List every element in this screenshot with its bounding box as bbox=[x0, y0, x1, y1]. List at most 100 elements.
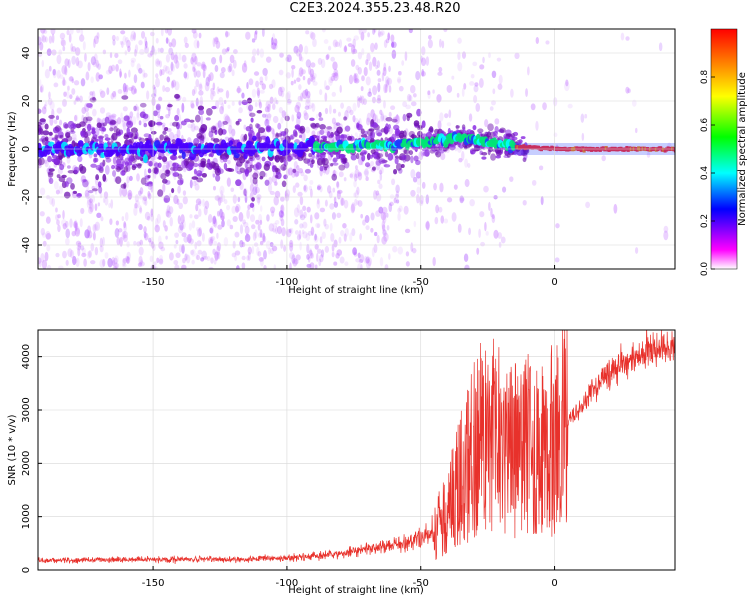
spectrogram-noise-speck bbox=[195, 226, 201, 232]
spectrogram-noise-speck bbox=[41, 106, 47, 115]
spectrogram-noise-speck bbox=[331, 243, 335, 252]
spectrogram-blob bbox=[238, 156, 246, 164]
spectrogram-noise-speck bbox=[61, 65, 67, 75]
spectrogram-noise-speck bbox=[256, 196, 261, 204]
spectrogram-noise-speck bbox=[170, 63, 176, 73]
spectrogram-noise-speck bbox=[325, 54, 329, 61]
spectrogram-noise-speck bbox=[122, 263, 127, 268]
spectrogram-noise-speck bbox=[306, 254, 310, 260]
spectrogram-noise-speck bbox=[352, 102, 357, 112]
spectrogram-noise-speck bbox=[53, 181, 59, 190]
spectrogram-noise-speck bbox=[140, 259, 144, 265]
spectrogram-noise-speck bbox=[358, 96, 363, 104]
spectrogram-noise-speck bbox=[310, 76, 316, 83]
spectrogram-noise-speck bbox=[198, 100, 204, 106]
spectrogram-noise-speck bbox=[244, 233, 251, 242]
spectrogram-noise-speck bbox=[438, 38, 442, 48]
spectrogram-noise-speck bbox=[231, 69, 235, 77]
spectrogram-noise-speck bbox=[273, 264, 277, 269]
spectrogram-noise-speck bbox=[405, 104, 411, 110]
spectrogram-blob bbox=[490, 153, 497, 161]
spectrogram-noise-speck bbox=[118, 228, 123, 233]
spectrogram-noise-speck bbox=[158, 254, 164, 264]
spectrogram-noise-speck bbox=[311, 75, 316, 81]
spectrogram-noise-speck bbox=[53, 119, 58, 124]
spectrogram-noise-speck bbox=[280, 196, 285, 202]
spectrogram-noise-speck bbox=[138, 190, 142, 196]
spectrogram-blob bbox=[477, 128, 484, 134]
spectrogram-noise-speck bbox=[115, 63, 119, 72]
spectrogram-blob bbox=[235, 179, 242, 187]
spectrogram-noise-speck bbox=[163, 64, 168, 72]
spectrogram-noise-speck bbox=[202, 64, 207, 72]
spectrogram-noise-speck bbox=[149, 255, 154, 263]
spectrogram-noise-speck bbox=[136, 106, 140, 111]
spectrogram-blob bbox=[395, 155, 399, 159]
spectrogram-noise-speck bbox=[220, 215, 225, 221]
spectrogram-noise-speck bbox=[158, 169, 165, 178]
spectrogram-noise-speck bbox=[309, 73, 314, 82]
spectrogram-noise-speck bbox=[468, 227, 471, 236]
spectrogram-blob bbox=[94, 157, 99, 163]
spectrogram-noise-speck bbox=[247, 246, 252, 255]
spectrogram-noise-speck bbox=[39, 211, 45, 217]
spectrogram-blob bbox=[162, 178, 168, 184]
spectrogram-blob bbox=[377, 153, 384, 158]
spectrogram-noise-speck bbox=[142, 195, 147, 205]
spectrogram-noise-speck bbox=[199, 95, 203, 106]
spectrogram-noise-speck bbox=[254, 186, 260, 194]
spectrogram-blob bbox=[311, 159, 315, 165]
chart-title: C2E3.2024.355.23.48.R20 bbox=[289, 1, 461, 16]
spectrogram-blob bbox=[223, 162, 228, 170]
spectrogram-core-cell bbox=[228, 140, 233, 146]
spectrogram-noise-speck bbox=[191, 89, 196, 96]
spectrogram-blob bbox=[181, 138, 186, 143]
spectrogram-noise-speck bbox=[191, 249, 196, 257]
spectrogram-noise-speck bbox=[181, 244, 185, 254]
spectrogram-blob bbox=[380, 128, 386, 133]
spectrogram-noise-speck bbox=[167, 29, 173, 36]
spectrogram-noise-speck bbox=[372, 56, 377, 67]
spectrogram-noise-speck bbox=[261, 83, 266, 90]
spectrogram-core-cell bbox=[510, 141, 517, 151]
spectrogram-blob bbox=[520, 136, 526, 140]
spectrogram-blob bbox=[235, 120, 240, 126]
spectrogram-noise-speck bbox=[257, 232, 263, 238]
spectrogram-noise-speck bbox=[126, 39, 131, 49]
spectrogram-noise-speck bbox=[122, 234, 128, 243]
spectrogram-noise-speck bbox=[299, 209, 304, 219]
spectrogram-blob bbox=[63, 191, 71, 199]
spectrogram-noise-speck bbox=[473, 85, 479, 93]
spectrogram-blob bbox=[252, 177, 258, 185]
spectrogram-noise-speck bbox=[491, 70, 497, 79]
spectrogram-noise-speck bbox=[379, 257, 384, 267]
spectrogram-noise-speck bbox=[84, 179, 90, 186]
spectrogram-noise-speck bbox=[288, 252, 295, 259]
spectrogram-noise-speck bbox=[44, 251, 49, 262]
spectrogram-noise-speck bbox=[279, 52, 284, 58]
spectrogram-blob bbox=[321, 157, 326, 166]
spectrogram-noise-speck bbox=[69, 249, 75, 259]
spectrogram-noise-speck bbox=[158, 241, 164, 250]
spectrogram-noise-speck bbox=[363, 255, 367, 264]
spectrogram-noise-speck bbox=[285, 229, 292, 238]
spectrogram-noise-speck bbox=[381, 220, 386, 230]
spectrogram-noise-speck bbox=[191, 220, 196, 229]
snr-ytick-label: 2000 bbox=[21, 451, 32, 476]
spectrogram-blob bbox=[375, 129, 383, 137]
spectrogram-noise-speck bbox=[304, 105, 310, 110]
spectrogram-noise-speck bbox=[158, 235, 162, 244]
spectrogram-noise-speck bbox=[349, 232, 353, 242]
spectrogram-noise-speck bbox=[625, 86, 630, 94]
spectrogram-noise-speck bbox=[300, 171, 305, 177]
spectrogram-noise-speck bbox=[121, 216, 125, 222]
spectrogram-noise-speck bbox=[270, 42, 277, 50]
spectrogram-noise-speck bbox=[184, 253, 189, 261]
spectrogram-noise-speck bbox=[412, 176, 418, 183]
spectrogram-noise-speck bbox=[234, 231, 240, 238]
spectrogram-noise-speck bbox=[212, 82, 216, 91]
spectrogram-noise-speck bbox=[112, 265, 118, 269]
spectrogram-noise-speck bbox=[119, 187, 123, 197]
